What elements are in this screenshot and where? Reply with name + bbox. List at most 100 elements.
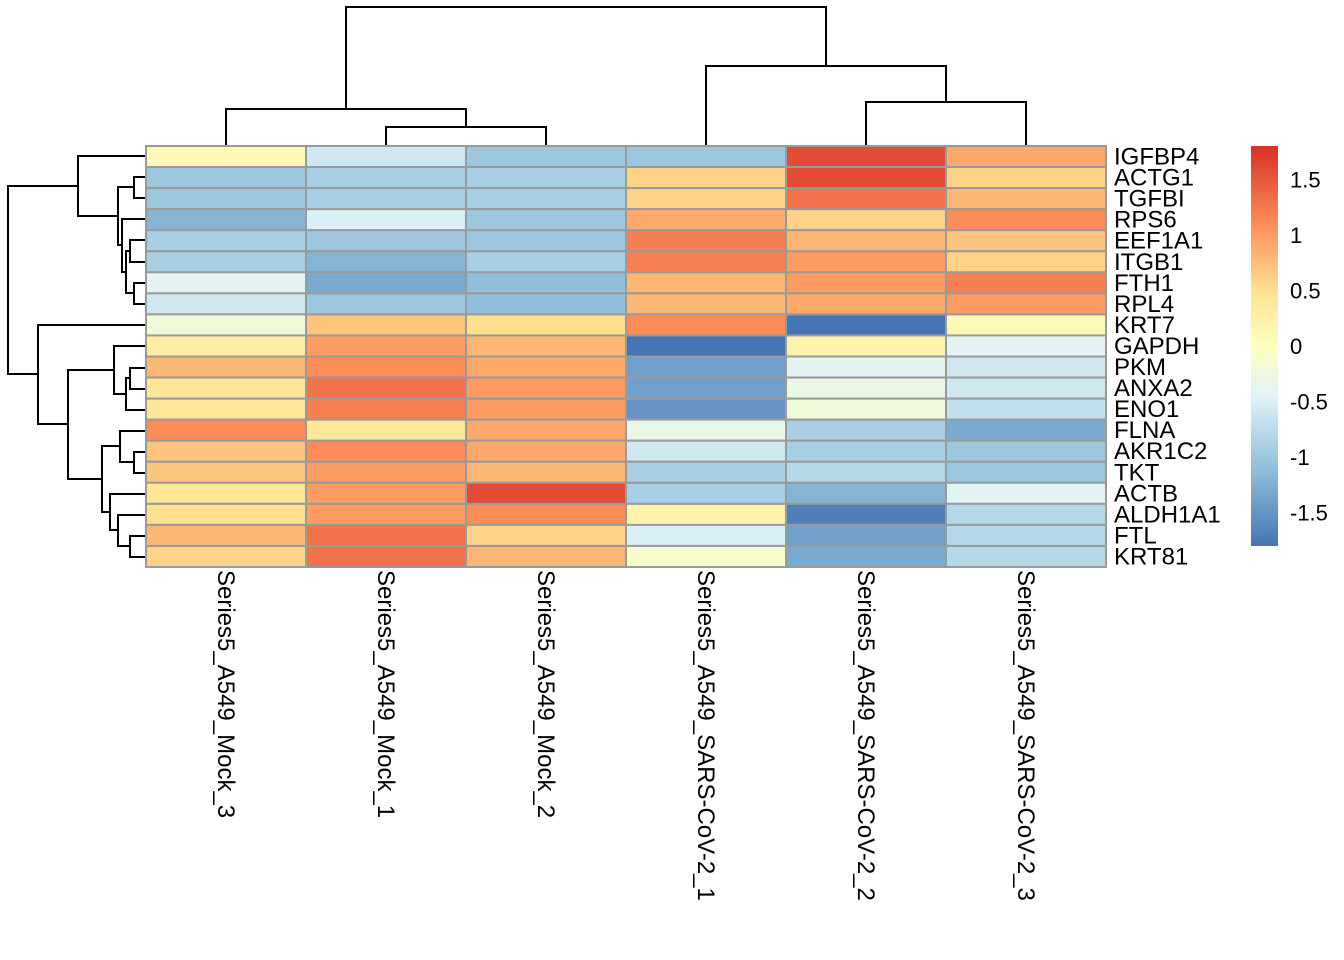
heatmap-cell-ANXA2-6	[945, 376, 1107, 400]
row-label: ALDH1A1	[1114, 501, 1221, 528]
heatmap-cell-ACTB-2	[305, 481, 467, 505]
heatmap-cell-ENO1-6	[945, 397, 1107, 421]
heatmap-cell-ALDH1A1-5	[785, 502, 947, 526]
heatmap-cell-TKT-3	[465, 460, 627, 484]
legend-tick-label: 0.5	[1290, 278, 1321, 303]
row-label: GAPDH	[1114, 333, 1199, 360]
row-label: EEF1A1	[1114, 228, 1203, 255]
heatmap-cell-KRT7-2	[305, 313, 467, 337]
heatmap-cell-ALDH1A1-2	[305, 502, 467, 526]
heatmap-cell-ACTB-4	[625, 481, 787, 505]
row-dendro-branch-1	[133, 176, 146, 199]
heatmap-cell-ACTB-6	[945, 481, 1107, 505]
heatmap-cell-AKR1C2-6	[945, 439, 1107, 463]
heatmap-cell-GAPDH-3	[465, 334, 627, 358]
heatmap-cell-TKT-4	[625, 460, 787, 484]
heatmap-cell-RPS6-3	[465, 208, 627, 232]
heatmap-cell-ITGB1-1	[145, 250, 307, 274]
heatmap-cell-FLNA-5	[785, 418, 947, 442]
heatmap-cells	[145, 145, 1107, 569]
heatmap-cell-ENO1-5	[785, 397, 947, 421]
col-dendro-branch-root	[345, 6, 827, 109]
heatmap-cell-ITGB1-4	[625, 250, 787, 274]
heatmap-cell-EEF1A1-2	[305, 229, 467, 253]
heatmap-cell-RPL4-1	[145, 292, 307, 316]
heatmap-cell-FTH1-6	[945, 271, 1107, 295]
heatmap-cell-RPS6-6	[945, 208, 1107, 232]
heatmap-cell-ACTB-3	[465, 481, 627, 505]
heatmap-cell-ANXA2-2	[305, 376, 467, 400]
heatmap-cell-GAPDH-1	[145, 334, 307, 358]
row-dendro-branch-11	[133, 451, 146, 474]
heatmap-cell-TGFBI-5	[785, 187, 947, 211]
heatmap-cell-ITGB1-3	[465, 250, 627, 274]
heatmap-cell-KRT81-6	[945, 544, 1107, 569]
row-dendro-branch-2	[133, 282, 146, 305]
heatmap-cell-PKM-4	[625, 355, 787, 379]
heatmap-cell-TKT-1	[145, 460, 307, 484]
row-label: FLNA	[1114, 417, 1175, 444]
heatmap-cell-PKM-6	[945, 355, 1107, 379]
column-label: Series5_A549_SARS-CoV-2_2	[852, 570, 879, 901]
heatmap-cell-EEF1A1-3	[465, 229, 627, 253]
heatmap-cell-FTL-2	[305, 523, 467, 547]
heatmap-cell-RPL4-4	[625, 292, 787, 316]
row-label: KRT7	[1114, 312, 1175, 339]
heatmap-cell-FLNA-4	[625, 418, 787, 442]
heatmap-cell-FTL-6	[945, 523, 1107, 547]
heatmap-cell-ITGB1-5	[785, 250, 947, 274]
heatmap-cell-AKR1C2-1	[145, 439, 307, 463]
heatmap-cell-ANXA2-1	[145, 376, 307, 400]
heatmap-cell-RPS6-2	[305, 208, 467, 232]
col-dendro-branch-sars23	[865, 101, 1027, 146]
column-dendrogram	[225, 6, 1027, 146]
legend-tick-label: -1	[1290, 445, 1310, 470]
heatmap-cell-TKT-2	[305, 460, 467, 484]
heatmap-cell-TKT-5	[785, 460, 947, 484]
heatmap-cell-ENO1-4	[625, 397, 787, 421]
heatmap-cell-ACTG1-6	[945, 166, 1107, 190]
row-label: ACTB	[1114, 480, 1178, 507]
heatmap-cell-PKM-5	[785, 355, 947, 379]
heatmap-cell-FLNA-6	[945, 418, 1107, 442]
heatmap-cell-ACTB-5	[785, 481, 947, 505]
heatmap-cell-IGFBP4-2	[305, 145, 467, 169]
heatmap-cell-ALDH1A1-1	[145, 502, 307, 526]
heatmap-cell-GAPDH-6	[945, 334, 1107, 358]
heatmap-cell-IGFBP4-3	[465, 145, 627, 169]
heatmap-cell-RPL4-2	[305, 292, 467, 316]
legend-colorbar	[1251, 146, 1278, 546]
row-label: ANXA2	[1114, 375, 1193, 402]
column-label: Series5_A549_Mock_2	[532, 570, 559, 818]
heatmap-cell-RPS6-1	[145, 208, 307, 232]
heatmap-cell-FTH1-4	[625, 271, 787, 295]
row-label: ENO1	[1114, 396, 1179, 423]
heatmap-cell-EEF1A1-4	[625, 229, 787, 253]
color-legend: 1.5 1 0.5 0 -0.5 -1 -1.5	[1251, 146, 1328, 546]
heatmap-cell-AKR1C2-2	[305, 439, 467, 463]
row-label: AKR1C2	[1114, 438, 1207, 465]
row-dendro-branch-3	[129, 239, 146, 263]
heatmap-cell-FLNA-1	[145, 418, 307, 442]
column-label: Series5_A549_SARS-CoV-2_1	[692, 570, 719, 901]
heatmap-cell-ACTB-1	[145, 481, 307, 505]
row-label: RPS6	[1114, 207, 1177, 234]
row-label: IGFBP4	[1114, 144, 1199, 171]
row-label: TKT	[1114, 459, 1160, 486]
row-label: FTL	[1114, 522, 1157, 549]
heatmap-cell-ALDH1A1-6	[945, 502, 1107, 526]
legend-tick-label: 1	[1290, 223, 1302, 248]
heatmap-cell-ITGB1-2	[305, 250, 467, 274]
column-label: Series5_A549_SARS-CoV-2_3	[1012, 570, 1039, 901]
col-dendro-branch-sars	[705, 65, 947, 146]
row-dendro-branch-8	[129, 367, 146, 390]
heatmap-cell-ENO1-2	[305, 397, 467, 421]
heatmap-cell-EEF1A1-1	[145, 229, 307, 253]
row-dendro-branch-17	[67, 369, 114, 480]
legend-tick-label: 1.5	[1290, 167, 1321, 192]
heatmap-cell-ANXA2-3	[465, 376, 627, 400]
row-label: PKM	[1114, 354, 1166, 381]
heatmap-cell-ALDH1A1-4	[625, 502, 787, 526]
row-dendro-branch-15	[109, 493, 146, 531]
legend-tick-label: 0	[1290, 334, 1302, 359]
